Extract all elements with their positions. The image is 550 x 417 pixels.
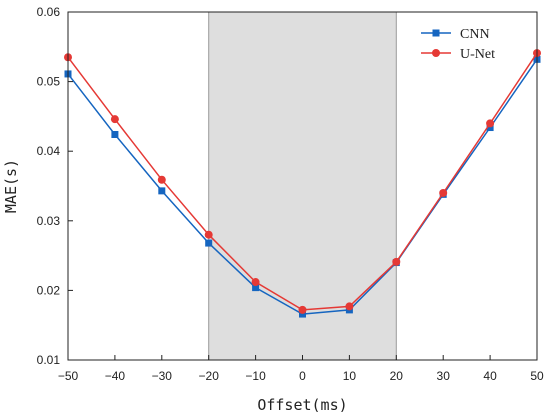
axes-layer: −50 −40 −30 −20 −10 0 10 20 30 40 50 0.01 0.02 0.03 0.… xyxy=(37,5,544,383)
shaded-region xyxy=(208,11,397,361)
data-point xyxy=(157,175,166,184)
x-tick-label: 20 xyxy=(390,369,404,383)
data-point xyxy=(251,278,260,287)
data-point xyxy=(205,239,213,247)
x-tick-label: −30 xyxy=(152,369,173,383)
data-point xyxy=(299,310,306,318)
x-tick-label: −20 xyxy=(199,369,220,383)
x-tick-label: 50 xyxy=(530,369,544,383)
x-tick-label: −10 xyxy=(245,369,266,383)
data-point xyxy=(204,230,213,239)
x-tick-label: −50 xyxy=(58,369,79,383)
x-tick-label: −40 xyxy=(105,369,126,383)
data-point xyxy=(486,124,494,132)
legend-label: U-Net xyxy=(460,47,495,62)
legend: CNN U-Net xyxy=(421,27,495,62)
data-point xyxy=(298,305,307,314)
data-point xyxy=(252,284,260,292)
y-tick-label: 0.03 xyxy=(37,214,61,228)
y-tick-label: 0.01 xyxy=(37,353,61,367)
y-axis-label: MAE(s) xyxy=(2,159,20,213)
data-point xyxy=(110,115,119,124)
legend-label: CNN xyxy=(460,27,490,42)
legend-marker xyxy=(432,29,440,37)
data-point xyxy=(345,302,354,311)
x-tick-label: 10 xyxy=(343,369,357,383)
legend-marker xyxy=(432,49,440,57)
data-point xyxy=(111,130,119,138)
x-tick-label: 30 xyxy=(437,369,451,383)
data-point xyxy=(392,257,401,266)
data-point xyxy=(158,187,166,195)
y-tick-label: 0.05 xyxy=(37,75,61,89)
x-tick-label: 40 xyxy=(483,369,497,383)
x-tick-label: 0 xyxy=(299,369,306,383)
y-tick-label: 0.06 xyxy=(37,5,61,19)
series-layer xyxy=(64,49,541,318)
data-point xyxy=(439,188,448,197)
y-tick-label: 0.04 xyxy=(37,144,61,158)
data-point xyxy=(486,119,495,128)
x-axis-label: Offset(ms) xyxy=(257,396,347,414)
y-tick-label: 0.02 xyxy=(37,283,61,297)
